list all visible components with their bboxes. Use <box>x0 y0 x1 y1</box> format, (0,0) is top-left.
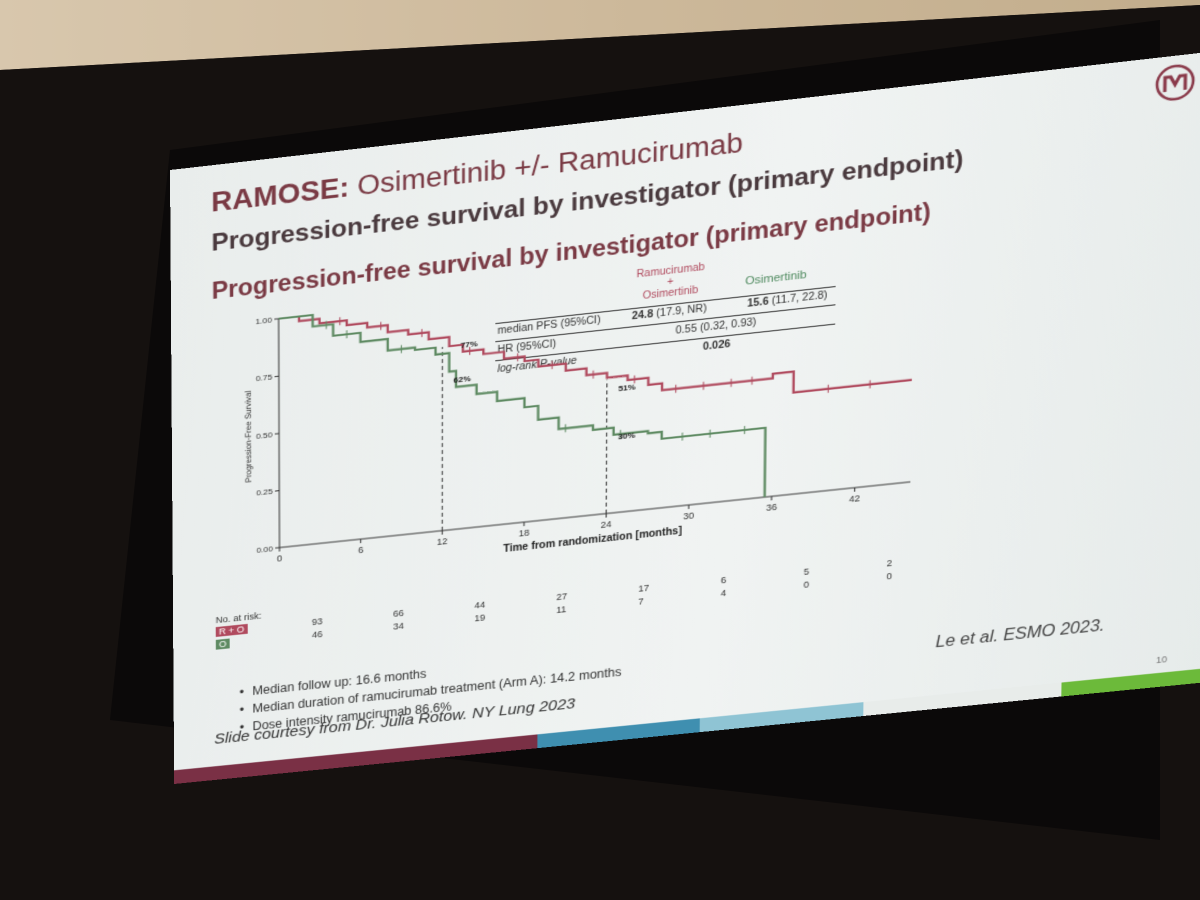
median-reference-line <box>606 380 607 514</box>
y-axis-label: Progression-Free Survival <box>243 390 254 483</box>
risk-count: 17 <box>638 582 650 594</box>
risk-count: 6 <box>720 574 727 586</box>
km-curve-arm-b <box>279 265 767 547</box>
x-tick-label: 18 <box>519 527 530 539</box>
y-tick-label: 0.50 <box>256 430 273 441</box>
risk-count: 27 <box>556 591 568 603</box>
survival-annotation: 62% <box>454 374 472 386</box>
x-tick-label: 6 <box>358 544 363 555</box>
risk-count: 93 <box>311 616 323 628</box>
x-tick-label: 24 <box>601 518 612 530</box>
risk-count: 46 <box>311 629 323 640</box>
y-tick-label: 0.00 <box>256 544 273 555</box>
risk-count: 34 <box>393 620 404 632</box>
institution-logo-icon <box>1154 62 1195 104</box>
survival-annotation: 30% <box>618 430 636 441</box>
risk-count: 5 <box>803 566 810 577</box>
x-axis-label: Time from randomization [months] <box>503 526 682 555</box>
risk-count: 4 <box>720 587 727 599</box>
risk-count: 66 <box>393 607 404 619</box>
y-tick-label: 1.00 <box>255 315 272 326</box>
risk-count: 2 <box>886 557 893 569</box>
y-tick-label: 0.25 <box>256 487 273 498</box>
risk-count: 0 <box>803 579 810 590</box>
survival-annotation: 77% <box>460 338 478 350</box>
x-tick-label: 12 <box>437 535 448 547</box>
presentation-slide: RAMOSE: Osimertinib +/- Ramucirumab Prog… <box>170 49 1200 784</box>
risk-count: 0 <box>886 570 893 582</box>
x-tick-label: 0 <box>277 553 282 564</box>
page-number: 10 <box>1155 654 1168 666</box>
x-tick-label: 30 <box>683 510 694 522</box>
risk-count: 7 <box>638 596 644 607</box>
x-tick-label: 42 <box>849 493 860 505</box>
x-tick-label: 36 <box>766 501 777 513</box>
risk-arm-label: R + O <box>215 623 248 637</box>
citation: Le et al. ESMO 2023. <box>935 617 1105 652</box>
risk-count: 19 <box>474 612 486 624</box>
km-chart: 0.00 0.25 0.50 0.75 1.00 0 6 12 18 24 30 36 42 Time f… <box>243 227 925 564</box>
survival-annotation: 51% <box>618 381 636 393</box>
risk-count: 11 <box>556 604 567 616</box>
risk-arm-label: O <box>215 638 230 650</box>
y-tick-label: 0.75 <box>256 372 273 383</box>
risk-count: 44 <box>474 599 486 611</box>
